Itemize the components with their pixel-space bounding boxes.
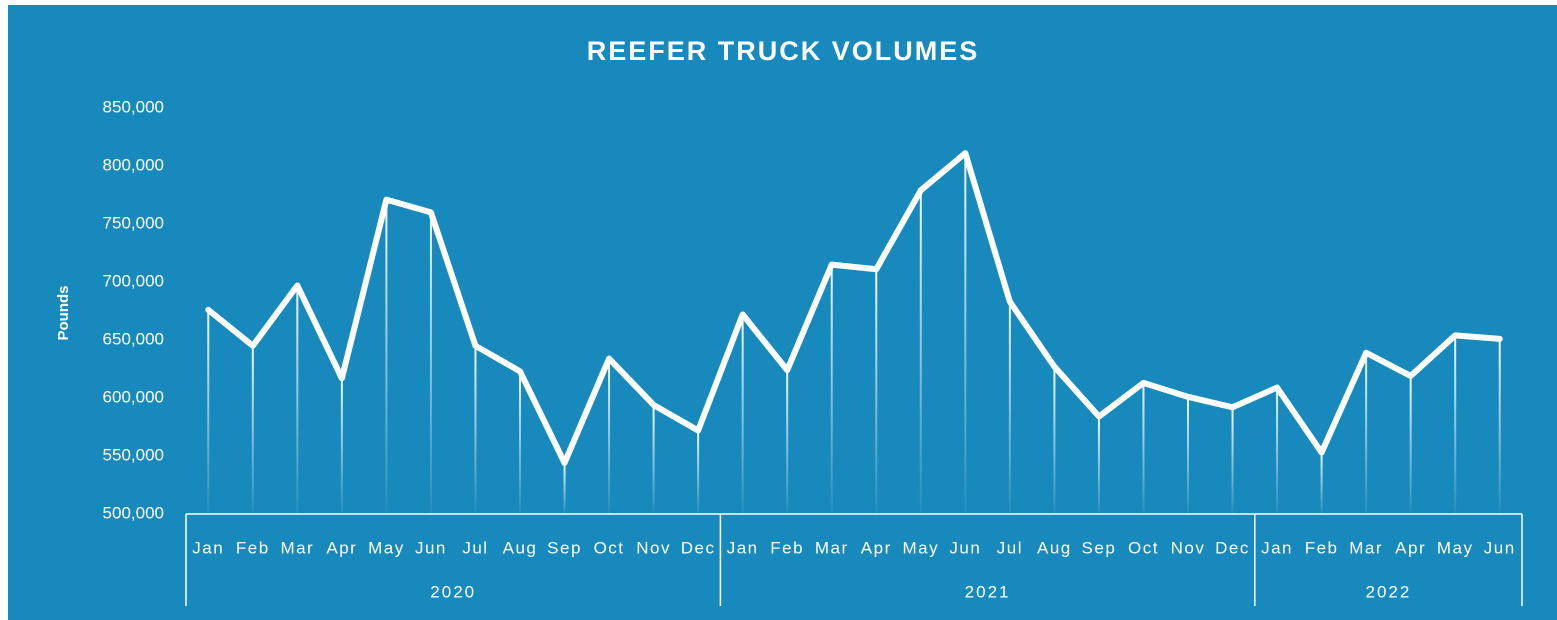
x-tick-label: Mar (815, 538, 849, 557)
drop-line (608, 358, 611, 514)
drop-line (697, 430, 700, 514)
drop-line (786, 370, 789, 514)
y-tick-label: 650,000 (103, 329, 164, 348)
drop-line (1498, 338, 1501, 514)
x-tick-label: Dec (681, 538, 716, 557)
drop-line (919, 190, 922, 515)
drop-line (340, 378, 343, 514)
x-group-label: 2020 (430, 582, 476, 601)
drop-line (875, 269, 878, 514)
x-tick-label: Apr (326, 538, 357, 557)
drop-line (1454, 335, 1457, 514)
drop-line (1097, 416, 1100, 514)
drop-line (251, 345, 254, 514)
x-group-label: 2021 (965, 582, 1011, 601)
drop-line (519, 371, 521, 514)
drop-line (1142, 382, 1145, 514)
drop-line (296, 285, 299, 514)
drop-line (1320, 452, 1323, 514)
chart-background (8, 5, 1557, 620)
chart-title: REEFER TRUCK VOLUMES (587, 36, 980, 66)
drop-line (652, 404, 655, 514)
y-tick-label: 800,000 (103, 155, 164, 174)
y-tick-label: 500,000 (103, 503, 164, 522)
drop-line (1409, 375, 1412, 514)
x-tick-label: Apr (1395, 538, 1426, 557)
drop-line (563, 462, 566, 514)
x-tick-label: Dec (1215, 538, 1250, 557)
series-line (205, 150, 1503, 466)
x-group-label: 2022 (1365, 582, 1411, 601)
drop-line (1365, 352, 1368, 514)
x-tick-label: Mar (1349, 538, 1383, 557)
x-tick-label: Mar (280, 538, 314, 557)
x-tick-label: May (1437, 538, 1474, 557)
x-tick-label: Oct (594, 538, 625, 557)
drop-line (474, 345, 477, 514)
drop-line (207, 309, 210, 514)
x-tick-label: Jan (192, 538, 224, 557)
y-axis-label: Pounds (55, 286, 72, 341)
x-tick-label: Nov (1171, 538, 1206, 557)
x-tick-label: Sep (547, 538, 582, 557)
drop-line (1053, 366, 1056, 514)
drop-line (1008, 301, 1011, 514)
drop-line (385, 199, 388, 514)
x-tick-label: May (902, 538, 939, 557)
drop-line (830, 264, 833, 514)
y-tick-label: 750,000 (103, 213, 164, 232)
x-tick-label: Feb (770, 538, 804, 557)
x-tick-label: May (368, 538, 405, 557)
y-tick-label: 850,000 (103, 97, 164, 116)
x-tick-label: Nov (636, 538, 671, 557)
x-tick-label: Jul (997, 538, 1023, 557)
x-tick-label: Aug (503, 538, 538, 557)
x-tick-label: Jun (1484, 538, 1516, 557)
x-tick-label: Apr (861, 538, 892, 557)
drop-line (429, 212, 432, 514)
x-tick-label: Jun (415, 538, 447, 557)
x-tick-label: Aug (1037, 538, 1072, 557)
x-tick-label: Jul (462, 538, 488, 557)
y-tick-label: 600,000 (103, 387, 164, 406)
drop-line (964, 153, 967, 515)
y-tick-label: 700,000 (103, 271, 164, 290)
x-tick-label: Oct (1128, 538, 1159, 557)
x-tick-label: Sep (1082, 538, 1117, 557)
y-tick-label: 550,000 (103, 445, 164, 464)
drop-line (1276, 387, 1279, 514)
drop-line (1187, 396, 1189, 514)
x-tick-label: Jan (727, 538, 759, 557)
x-tick-label: Jan (1261, 538, 1293, 557)
drop-line (741, 314, 744, 514)
x-tick-label: Jun (949, 538, 981, 557)
x-tick-label: Feb (1305, 538, 1339, 557)
drop-line (1231, 407, 1234, 514)
x-tick-label: Feb (236, 538, 270, 557)
